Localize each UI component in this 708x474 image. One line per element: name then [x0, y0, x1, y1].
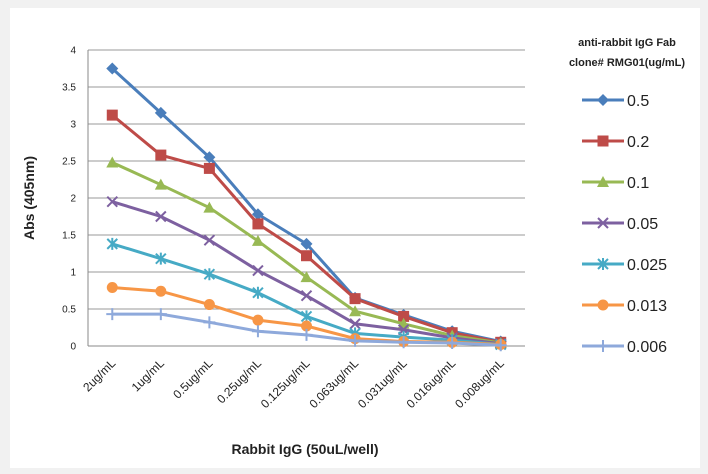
data-point — [446, 337, 459, 350]
y-tick-label: 0.5 — [62, 305, 76, 316]
legend-label: 0.2 — [627, 134, 649, 151]
data-point — [106, 156, 119, 168]
data-point — [300, 289, 313, 302]
data-point — [252, 286, 264, 299]
legend-item-0.013: 0.013 — [582, 298, 667, 315]
y-tick-label: 3.5 — [62, 83, 76, 94]
series-line — [111, 67, 502, 344]
x-tick-label: 0.008ug/mL — [452, 356, 507, 411]
data-point — [203, 316, 216, 329]
data-point — [252, 218, 264, 230]
legend-marker — [597, 176, 609, 187]
x-tick-label: 1ug/mL — [129, 356, 167, 394]
legend-label: 0.1 — [627, 175, 649, 192]
legend-marker — [597, 94, 609, 106]
y-axis-title: Abs (405nm) — [21, 156, 37, 240]
x-tick-label: 0.5ug/mL — [170, 356, 216, 402]
data-point — [154, 178, 167, 190]
data-point — [300, 271, 313, 283]
gridlines — [88, 49, 525, 310]
data-point — [203, 201, 216, 213]
chart-panel: 0 0.5 1 1.5 2 2.5 3 3.5 4 2ug/mL 1ug/mL 0.5ug/mL 0.… — [10, 8, 700, 468]
data-point — [397, 336, 410, 349]
data-point — [203, 151, 216, 164]
data-point — [349, 305, 362, 317]
data-point — [349, 334, 362, 347]
data-point — [106, 195, 118, 208]
data-point — [155, 285, 167, 297]
data-point — [301, 250, 312, 262]
data-point — [300, 328, 313, 341]
data-point — [203, 234, 216, 246]
legend-marker — [597, 135, 609, 147]
y-tick-label: 4 — [70, 46, 76, 57]
data-point — [300, 310, 313, 323]
data-point — [300, 237, 313, 250]
data-point — [106, 109, 118, 121]
data-point — [106, 62, 119, 75]
data-point — [494, 339, 507, 352]
series-0.5 — [106, 62, 507, 348]
y-tick-label: 1.5 — [62, 231, 76, 242]
legend-title-line2: clone# RMG01(ug/mL) — [569, 57, 685, 69]
data-point — [155, 149, 167, 161]
y-tick-label: 2 — [70, 194, 76, 205]
x-axis-title: Rabbit IgG (50uL/well) — [231, 441, 378, 457]
data-point — [106, 237, 118, 250]
data-point — [155, 210, 167, 223]
legend-label: 0.05 — [627, 216, 658, 233]
data-point — [398, 310, 410, 322]
legend-marker — [597, 258, 609, 270]
data-point — [349, 293, 361, 305]
data-point — [203, 268, 216, 281]
line-chart: 00.511.522.533.54 2ug/mL 1ug/mL 0.5ug/mL0.… — [21, 37, 685, 457]
data-point — [301, 320, 312, 332]
legend-marker — [597, 217, 609, 229]
x-tick-labels: 2ug/mL 1ug/mL 0.5ug/mL0.25ug/mL0.125ug/mL0… — [80, 356, 507, 411]
data-point — [154, 308, 167, 321]
x-tick-label: 0.125ug/mL — [258, 356, 313, 411]
x-tick-label: 2ug/mL — [80, 356, 118, 394]
legend-marker — [597, 299, 609, 311]
legend-item-0.05: 0.05 — [582, 216, 658, 233]
x-tick-label: 0.063ug/mL — [306, 356, 361, 411]
y-tick-label: 1 — [70, 268, 76, 279]
series-lines — [106, 62, 507, 352]
data-point — [154, 106, 167, 119]
data-point — [252, 264, 264, 277]
legend-marker — [597, 340, 609, 352]
legend-item-0.025: 0.025 — [582, 257, 667, 274]
legend-label: 0.013 — [627, 298, 667, 315]
y-tick-label: 2.5 — [62, 157, 76, 168]
x-tick-label: 0.016ug/mL — [404, 356, 459, 411]
data-point — [203, 299, 215, 311]
data-point — [251, 208, 264, 221]
y-tick-label: 0 — [70, 342, 76, 353]
legend-label: 0.006 — [627, 339, 667, 356]
legend-item-0.5: 0.5 — [582, 93, 649, 110]
legend-label: 0.5 — [627, 93, 649, 110]
data-point — [106, 282, 118, 294]
legend-item-0.1: 0.1 — [582, 175, 649, 192]
x-tick-label: 0.031ug/mL — [355, 356, 410, 411]
x-tick-label: 0.25ug/mL — [214, 356, 264, 406]
y-tick-label: 3 — [70, 120, 76, 131]
series-0.006 — [106, 308, 507, 352]
legend-label: 0.025 — [627, 257, 667, 274]
legend-item-0.006: 0.006 — [582, 339, 667, 356]
series-line — [111, 113, 502, 344]
data-point — [251, 325, 264, 338]
data-point — [203, 162, 215, 174]
data-point — [155, 252, 167, 265]
legend-item-0.2: 0.2 — [582, 134, 649, 151]
legend: 0.5 0.2 0.1 0.05 0.025 0.013 0.006 — [582, 93, 667, 356]
data-point — [252, 314, 264, 326]
data-point — [349, 318, 361, 330]
data-point — [106, 308, 119, 321]
legend-title-line1: anti-rabbit IgG Fab — [578, 37, 676, 49]
y-tick-labels: 0 0.5 1 1.5 2 2.5 3 3.5 4 — [62, 46, 76, 353]
data-point — [251, 234, 264, 246]
